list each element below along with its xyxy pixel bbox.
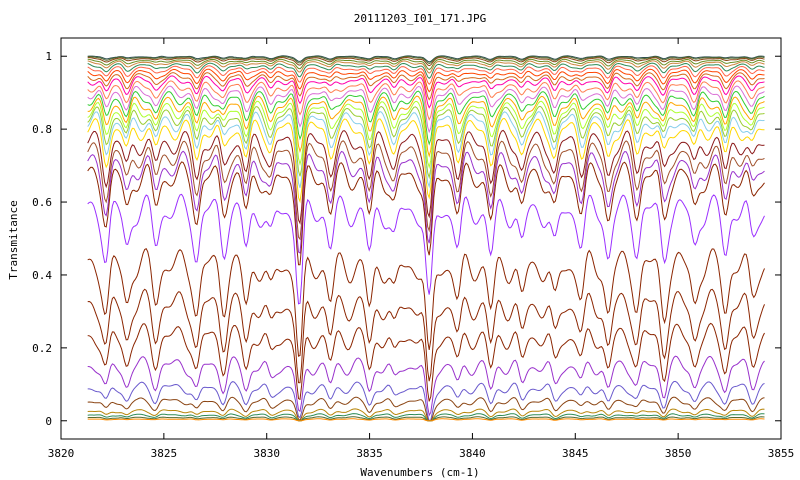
series-line (87, 62, 765, 79)
plot-frame (60, 37, 782, 440)
x-tick-label: 3845 (562, 447, 589, 460)
series-line (87, 55, 765, 64)
series-line (87, 161, 765, 266)
series-line (87, 380, 765, 422)
series-line (87, 58, 765, 71)
series-line (87, 322, 765, 402)
series-line (87, 72, 765, 101)
x-tick-label: 3835 (356, 447, 383, 460)
y-tick-label: 0.6 (32, 196, 52, 209)
series-line (87, 90, 765, 146)
series-line (87, 75, 765, 109)
y-tick-label: 0.2 (32, 342, 52, 355)
y-tick-label: 0 (45, 415, 52, 428)
x-axis-label: Wavenumbers (cm-1) (360, 466, 479, 479)
chart-title: 20111203_I01_171.JPG (354, 12, 486, 25)
series-line (87, 95, 765, 158)
series-line (87, 60, 765, 74)
x-axis: 3820 3825 3830 3835 3840 3845 3850 3855 (48, 38, 795, 460)
y-tick-label: 0.4 (32, 269, 52, 282)
series-line (87, 56, 765, 67)
x-tick-label: 3820 (48, 447, 75, 460)
y-axis: 0 0.2 0.4 0.6 0.8 1 (32, 50, 781, 428)
x-tick-label: 3850 (665, 447, 692, 460)
x-tick-label: 3825 (151, 447, 178, 460)
series-line (87, 105, 765, 180)
series-line (87, 117, 765, 204)
series-line (87, 396, 765, 422)
series-line (87, 129, 765, 225)
series-line (87, 150, 765, 254)
y-tick-label: 1 (45, 50, 52, 63)
x-tick-label: 3840 (459, 447, 486, 460)
x-tick-label: 3830 (253, 447, 280, 460)
series-line (87, 85, 765, 134)
x-tick-label: 3855 (768, 447, 795, 460)
series-line (87, 418, 765, 422)
series-line (87, 68, 765, 93)
series-line (87, 408, 765, 422)
series-line (87, 111, 765, 189)
series-line (87, 355, 765, 417)
series-line (87, 100, 765, 170)
series-line (87, 288, 765, 384)
y-tick-label: 0.8 (32, 123, 52, 136)
series-line (87, 55, 765, 63)
y-axis-label: Transmitance (7, 200, 20, 279)
series-line (87, 140, 765, 241)
series-line (87, 65, 765, 85)
series-line (87, 248, 765, 357)
series-line (87, 193, 765, 305)
series-line (87, 80, 765, 121)
series-line (87, 413, 765, 422)
series-layer (87, 55, 765, 422)
